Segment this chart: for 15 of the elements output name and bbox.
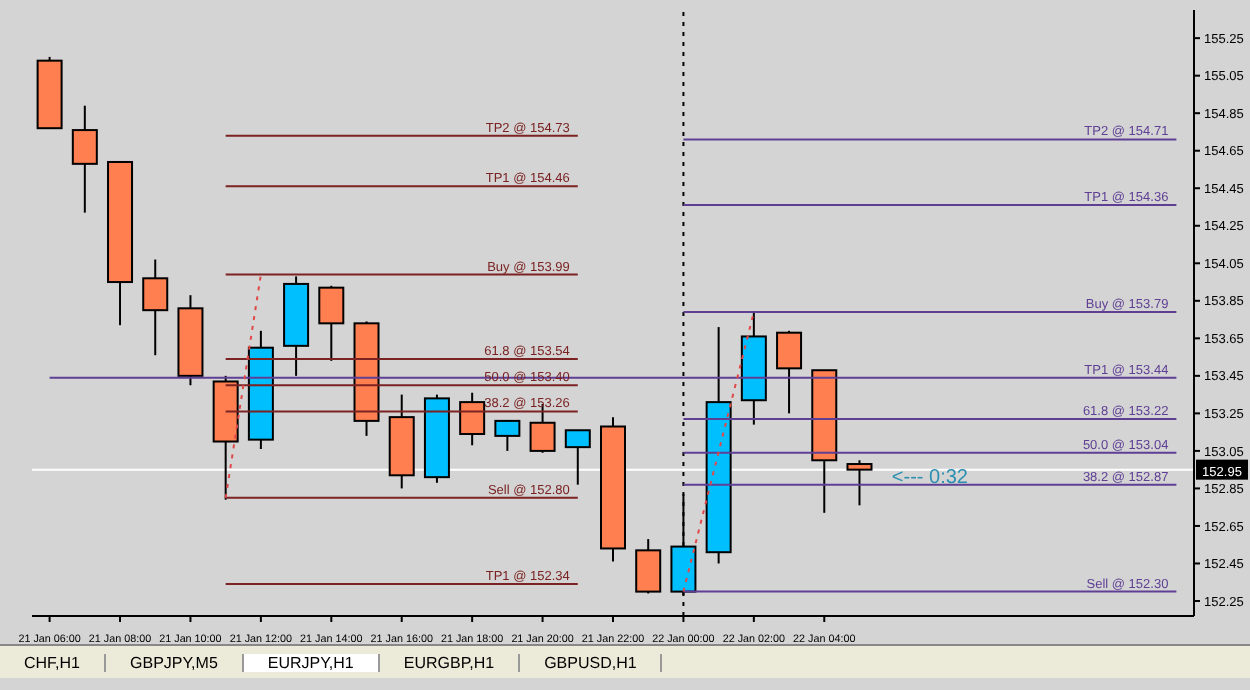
text: GBPJPY,M5 xyxy=(106,653,244,671)
candlestick xyxy=(142,258,169,357)
candlestick xyxy=(494,419,521,452)
annotation: <--- 0:32 xyxy=(891,466,969,489)
candlestick xyxy=(564,429,591,486)
candlestick xyxy=(776,329,803,415)
candlestick xyxy=(635,538,662,595)
candlestick xyxy=(459,391,486,447)
text: EURJPY,H1 xyxy=(243,653,380,671)
text: CHF,H1 xyxy=(0,653,107,671)
candlestick xyxy=(318,284,345,362)
text: EURGBP,H1 xyxy=(379,653,521,671)
candlestick xyxy=(846,459,873,507)
text: GBPUSD,H1 xyxy=(520,653,663,671)
candlestick xyxy=(71,104,98,214)
